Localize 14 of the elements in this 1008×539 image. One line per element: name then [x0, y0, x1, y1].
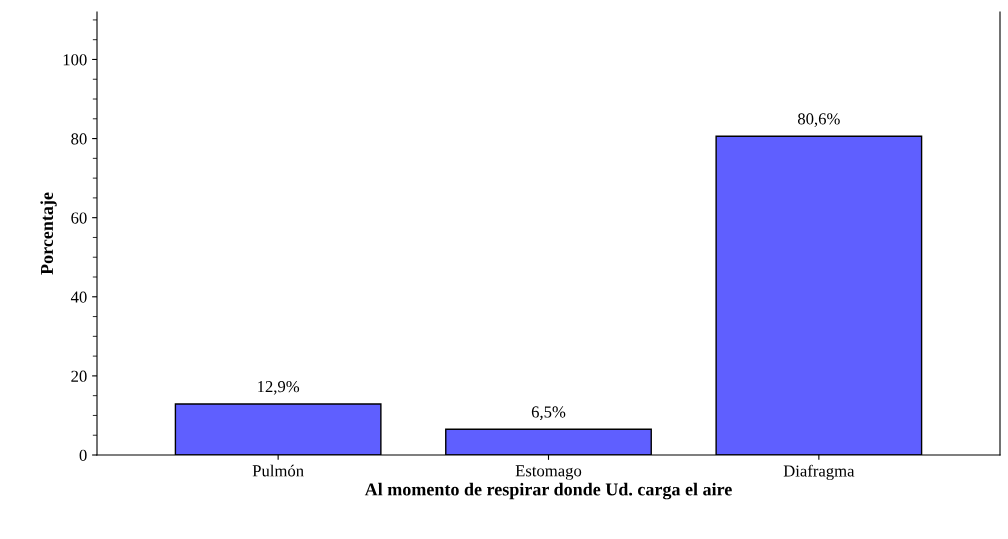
y-axis-title: Porcentaje — [40, 192, 57, 275]
x-tick-label: Estomago — [515, 465, 582, 480]
y-tick-label: 20 — [71, 370, 87, 382]
x-tick-label: Pulmón — [252, 464, 304, 477]
y-tick-label: 60 — [71, 212, 87, 224]
data-label: 6,5% — [531, 406, 566, 420]
data-label: 80,6% — [797, 113, 840, 127]
y-tick-label: 40 — [70, 291, 87, 303]
y-tick-label: 80 — [71, 133, 87, 145]
data-label: 12,9% — [258, 381, 300, 395]
y-tick-label: 100 — [63, 54, 87, 66]
x-tick-label: Diafragma — [783, 464, 855, 481]
y-tick-label: 0 — [79, 449, 87, 461]
x-axis-title: Al momento de respirar donde Ud. carga el aire — [364, 482, 732, 500]
